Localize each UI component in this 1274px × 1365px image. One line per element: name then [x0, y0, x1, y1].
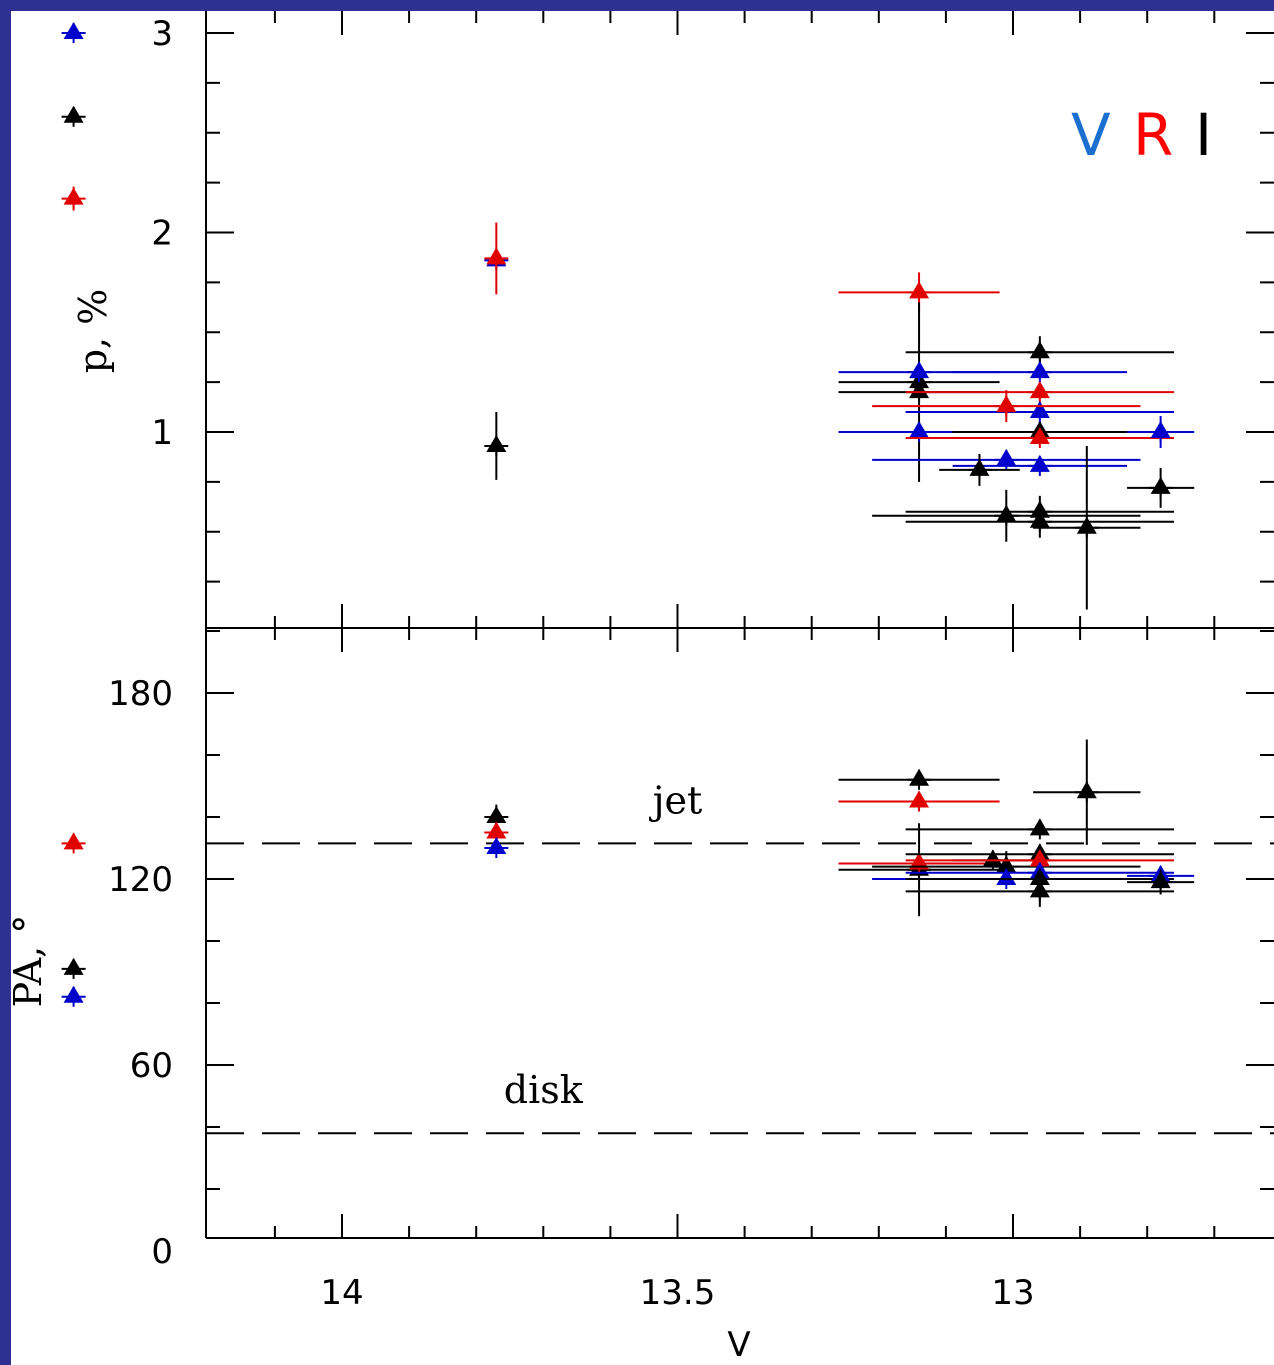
data-points — [61, 22, 1195, 1007]
triangle-marker — [1029, 849, 1050, 867]
y-tick-label: 60 — [130, 1046, 173, 1086]
triangle-marker — [909, 281, 930, 299]
triangle-marker — [63, 187, 84, 205]
data-point — [905, 849, 1175, 871]
data-point — [905, 818, 1175, 840]
triangle-marker — [63, 832, 84, 850]
y-tick-label: 3 — [151, 14, 173, 54]
data-point — [838, 790, 1000, 812]
triangle-marker — [1029, 341, 1050, 359]
data-point — [872, 489, 1141, 542]
data-point — [952, 361, 1128, 383]
x-tick-label: 14 — [320, 1273, 363, 1313]
triangle-marker — [486, 247, 507, 265]
data-point — [1033, 445, 1141, 610]
y-tick-label: 2 — [151, 214, 173, 254]
data-point — [484, 412, 509, 480]
legend-entry: R — [1133, 101, 1173, 169]
reference-line-label: disk — [504, 1068, 584, 1112]
legend-entry: V — [1071, 101, 1111, 169]
triangle-marker — [1150, 421, 1171, 438]
data-point — [1033, 739, 1141, 845]
x-axis-label: V — [727, 1325, 750, 1365]
data-point — [484, 837, 509, 858]
data-point — [872, 390, 1141, 423]
x-tick-label: 13 — [991, 1273, 1034, 1313]
triangle-marker — [1029, 818, 1050, 836]
triangle-marker — [1029, 401, 1050, 419]
triangle-marker — [1076, 516, 1097, 534]
data-point — [61, 186, 86, 211]
triangle-marker — [63, 957, 84, 975]
data-point — [872, 448, 1141, 470]
triangle-marker — [63, 985, 84, 1003]
y-tick-label: 180 — [108, 674, 173, 714]
legend-entry: I — [1195, 101, 1212, 169]
data-point — [1127, 467, 1195, 508]
data-point — [905, 336, 1175, 369]
data-point — [905, 875, 1175, 907]
y-axis-label: PA, ° — [11, 915, 50, 1008]
triangle-marker — [486, 837, 507, 854]
triangle-marker — [1150, 871, 1171, 889]
plot-frames — [205, 11, 1274, 1239]
triangle-marker — [1029, 361, 1050, 379]
triangle-marker — [63, 22, 84, 39]
triangle-marker — [1029, 426, 1050, 444]
data-point — [61, 22, 86, 43]
data-point — [905, 505, 1175, 538]
triangle-marker — [996, 448, 1017, 466]
triangle-marker — [996, 855, 1017, 873]
triangle-marker — [969, 458, 990, 476]
axis-ticks — [206, 11, 1274, 1238]
data-point — [838, 272, 1000, 313]
data-point — [61, 985, 86, 1007]
data-point — [61, 105, 86, 127]
data-point — [939, 453, 1020, 486]
data-point — [905, 426, 1175, 448]
triangle-marker — [909, 421, 930, 438]
triangle-marker — [1029, 381, 1050, 399]
triangle-marker — [996, 504, 1017, 522]
triangle-marker — [1076, 781, 1097, 799]
triangle-marker — [486, 821, 507, 839]
triangle-marker — [1029, 454, 1050, 472]
y-tick-label: 120 — [108, 860, 173, 900]
triangle-marker — [1150, 476, 1171, 494]
x-tick-label: 13.5 — [640, 1273, 716, 1313]
triangle-marker — [63, 105, 84, 123]
triangle-marker — [909, 768, 930, 786]
triangle-marker — [996, 868, 1017, 885]
reference-line-label: jet — [649, 778, 703, 822]
reference-lines — [206, 842, 1274, 1135]
triangle-marker — [909, 790, 930, 808]
y-tick-label: 0 — [151, 1232, 173, 1272]
triangle-marker — [486, 806, 507, 823]
triangle-marker — [982, 849, 1003, 867]
data-point — [61, 957, 86, 979]
data-point — [61, 832, 86, 854]
data-point — [1127, 869, 1195, 895]
triangle-marker — [909, 361, 930, 379]
data-point — [905, 401, 1175, 423]
triangle-marker — [486, 434, 507, 452]
triangle-marker — [996, 395, 1017, 413]
y-tick-label: 1 — [151, 413, 173, 453]
data-point — [484, 222, 509, 295]
data-point — [905, 381, 1175, 403]
data-point — [838, 768, 1000, 790]
data-point — [838, 852, 1000, 874]
data-point — [1127, 416, 1195, 448]
triangle-marker — [1029, 880, 1050, 898]
triangle-marker — [1029, 510, 1050, 528]
y-axis-label: p, % — [71, 289, 115, 374]
